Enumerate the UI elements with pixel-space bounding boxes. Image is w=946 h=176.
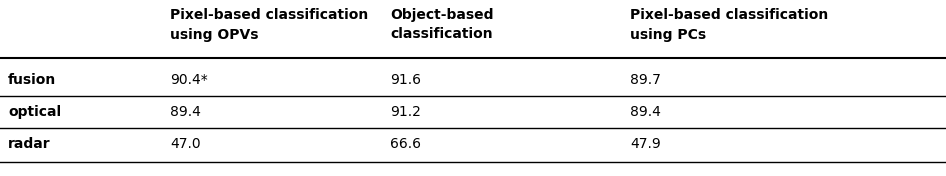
Text: 91.2: 91.2 — [390, 105, 421, 119]
Text: optical: optical — [8, 105, 61, 119]
Text: 66.6: 66.6 — [390, 137, 421, 151]
Text: 90.4*: 90.4* — [170, 73, 208, 87]
Text: 47.0: 47.0 — [170, 137, 201, 151]
Text: radar: radar — [8, 137, 51, 151]
Text: Pixel-based classification
using OPVs: Pixel-based classification using OPVs — [170, 8, 368, 42]
Text: Object-based
classification: Object-based classification — [390, 8, 494, 42]
Text: fusion: fusion — [8, 73, 56, 87]
Text: Pixel-based classification
using PCs: Pixel-based classification using PCs — [630, 8, 829, 42]
Text: 47.9: 47.9 — [630, 137, 660, 151]
Text: 91.6: 91.6 — [390, 73, 421, 87]
Text: 89.4: 89.4 — [630, 105, 661, 119]
Text: 89.7: 89.7 — [630, 73, 661, 87]
Text: 89.4: 89.4 — [170, 105, 201, 119]
